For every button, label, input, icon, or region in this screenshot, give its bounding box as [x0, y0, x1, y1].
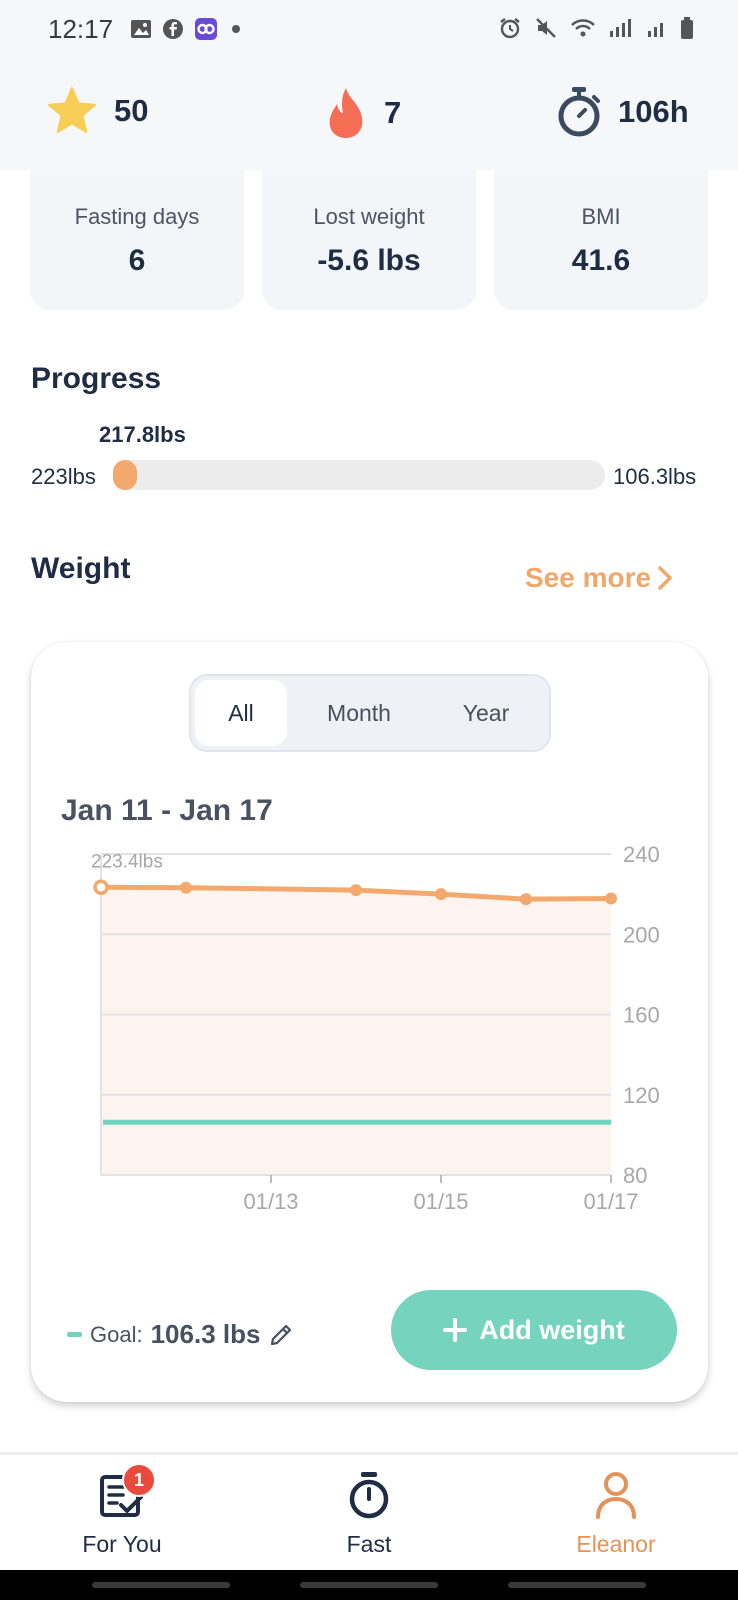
system-navigation-bar: [0, 1570, 738, 1600]
see-more-label: See more: [525, 562, 652, 593]
battery-icon: [681, 17, 693, 39]
data-point: [435, 888, 447, 901]
checklist-icon: [100, 1475, 143, 1517]
card-value: 6: [128, 244, 146, 277]
back-button[interactable]: [508, 1582, 646, 1588]
progress-title: Progress: [31, 362, 162, 395]
x-tick-label: 01/15: [413, 1189, 468, 1214]
plus-icon: [443, 1318, 468, 1342]
period-selector: All Month Year: [189, 674, 551, 752]
tab-all[interactable]: All: [195, 680, 287, 746]
app-notification-icon: [195, 18, 217, 40]
card-label: BMI: [581, 204, 621, 229]
streak-value: 7: [384, 95, 402, 130]
x-tick-label: 01/13: [243, 1189, 298, 1214]
facebook-icon: [163, 19, 183, 39]
signal-icon: [610, 19, 631, 37]
progress-current-weight: 217.8lbs: [99, 422, 186, 447]
hours-stat[interactable]: 106h: [556, 86, 689, 138]
card-label: Fasting days: [74, 204, 200, 229]
data-point: [520, 893, 532, 906]
edit-icon[interactable]: [268, 1322, 294, 1348]
status-bar: 12:17: [0, 0, 738, 58]
nav-label: Eleanor: [576, 1531, 656, 1557]
nav-label: Fast: [346, 1531, 392, 1557]
card-label: Lost weight: [313, 204, 425, 229]
lost-weight-card[interactable]: Lost weight -5.6 lbs: [262, 170, 476, 310]
goal-label: Goal:: [90, 1321, 143, 1347]
first-point-label: 223.4lbs: [91, 851, 163, 872]
wifi-icon: [571, 19, 595, 37]
home-button[interactable]: [300, 1582, 438, 1588]
y-tick-label: 240: [623, 842, 660, 867]
user-icon: [596, 1472, 636, 1519]
goal-indicator[interactable]: Goal: 106.3 lbs: [67, 1319, 294, 1350]
data-point: [605, 892, 617, 905]
star-icon: [48, 87, 96, 133]
data-point: [180, 881, 192, 894]
x-tick-label: 01/17: [583, 1189, 638, 1214]
progress-goal-weight: 106.3lbs: [613, 464, 697, 489]
nav-label: For You: [82, 1531, 162, 1557]
stats-header: 50 7 106h: [0, 58, 738, 170]
chart-area-fill: [101, 887, 611, 1175]
nav-profile[interactable]: Eleanor: [516, 1469, 716, 1558]
data-point: [350, 884, 362, 897]
flame-icon: [329, 88, 363, 138]
weight-series-line: [98, 884, 614, 902]
mute-icon: [536, 18, 556, 38]
alarm-icon: [500, 18, 520, 39]
y-tick-label: 160: [623, 1003, 660, 1028]
tab-month[interactable]: Month: [327, 699, 391, 726]
status-time: 12:17: [48, 14, 114, 44]
bottom-nav: 1 For You Fast Eleanor: [0, 1452, 738, 1570]
notification-badge: 1: [122, 1463, 156, 1497]
date-range-label: Jan 11 - Jan 17: [61, 794, 273, 827]
goal-value: 106.3 lbs: [150, 1319, 261, 1349]
nav-fast[interactable]: Fast: [269, 1469, 469, 1558]
progress-start-weight: 223lbs: [31, 464, 96, 489]
add-weight-label: Add weight: [479, 1314, 625, 1345]
stars-value: 50: [114, 93, 149, 128]
more-notifications-icon: [232, 25, 240, 33]
tab-year[interactable]: Year: [462, 699, 510, 726]
signal-2-icon: [648, 23, 663, 37]
summary-cards: Fasting days 6 Lost weight -5.6 lbs BMI …: [30, 170, 708, 310]
weight-title: Weight: [31, 552, 131, 585]
stopwatch-icon: [558, 87, 600, 137]
add-weight-button[interactable]: Add weight: [391, 1290, 677, 1370]
recents-button[interactable]: [92, 1582, 230, 1588]
progress-bar: [113, 460, 605, 490]
card-value: -5.6 lbs: [317, 244, 421, 277]
stars-stat[interactable]: 50: [46, 86, 148, 136]
chevron-right-icon: [658, 566, 672, 590]
gallery-icon: [131, 20, 151, 38]
fasting-days-card[interactable]: Fasting days 6: [30, 170, 244, 310]
card-value: 41.6: [571, 244, 631, 277]
data-point: [93, 879, 109, 896]
timer-icon: [349, 1472, 389, 1519]
y-tick-label: 200: [623, 922, 660, 947]
nav-for-you[interactable]: 1 For You: [22, 1463, 222, 1558]
y-tick-label: 120: [623, 1083, 660, 1108]
see-more-link[interactable]: See more: [525, 562, 673, 594]
weight-card: All Month Year Jan 11 - Jan 17 240 200 160…: [31, 642, 708, 1402]
streak-stat[interactable]: 7: [324, 86, 401, 140]
hours-value: 106h: [618, 94, 689, 129]
weight-chart: 240 200 160 120 80 01/13 01/15 01/17 223.4lbs: [91, 842, 660, 1214]
progress-bar-fill: [113, 460, 137, 490]
y-tick-label: 80: [623, 1163, 647, 1188]
bmi-card[interactable]: BMI 41.6: [494, 170, 708, 310]
goal-legend-swatch: [67, 1332, 82, 1337]
